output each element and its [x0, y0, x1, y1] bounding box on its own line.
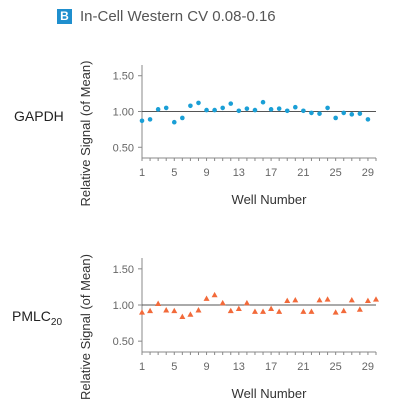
- chart-2-point-15: [251, 308, 258, 314]
- chart-1-point-22: [309, 110, 314, 116]
- chart-2-xtick-label-7: 29: [362, 361, 374, 373]
- chart-1-point-13: [236, 108, 242, 114]
- chart-1-point-14: [244, 106, 250, 111]
- chart-1-xtick-label-6: 25: [330, 167, 342, 179]
- chart-1-ytick-label-0: 0.50: [113, 142, 134, 154]
- panel-badge: B: [57, 8, 72, 24]
- chart-1-point-29: [365, 117, 371, 122]
- chart-2-xtick-label-4: 17: [265, 361, 277, 373]
- chart-2-ytick-label-0: 0.50: [113, 336, 134, 348]
- chart-2-point-14: [243, 299, 250, 306]
- chart-2-point-11: [219, 299, 226, 306]
- chart-2-point-4: [163, 307, 170, 313]
- chart-2-point-12: [227, 307, 234, 314]
- chart-2-point-13: [235, 305, 242, 312]
- chart-2-xtick-label-2: 9: [203, 361, 209, 373]
- chart-2-point-1: [139, 309, 145, 315]
- chart-2-point-17: [268, 305, 275, 312]
- chart-1-point-3: [155, 107, 161, 112]
- chart-1-point-27: [349, 112, 355, 117]
- chart-1-xtick-label-2: 9: [203, 167, 209, 179]
- chart-1-xtick-label-5: 21: [297, 167, 309, 179]
- chart-2-point-8: [195, 307, 202, 313]
- chart-1-point-24: [325, 105, 330, 111]
- chart-1-xtick-label-7: 29: [362, 167, 374, 179]
- chart-2-point-10: [211, 291, 218, 298]
- chart-1-x-axis-label: Well Number: [232, 192, 308, 207]
- chart-1-point-25: [333, 115, 338, 121]
- chart-1-point-18: [276, 106, 282, 111]
- chart-2-xtick-label-0: 1: [139, 361, 145, 373]
- chart-2-point-23: [316, 296, 323, 303]
- chart-1-point-10: [212, 107, 217, 113]
- chart-2-point-30: [373, 296, 379, 302]
- chart-2-point-3: [155, 300, 162, 306]
- chart-2-point-22: [308, 308, 315, 314]
- chart-1-point-23: [317, 111, 322, 116]
- chart-1-ytick-label-2: 1.50: [113, 71, 134, 83]
- chart-2-point-16: [260, 308, 267, 314]
- chart-2-xtick-label-6: 25: [330, 361, 342, 373]
- row-label-pmlc: PMLC20: [12, 308, 62, 328]
- chart-1-point-11: [220, 105, 225, 111]
- chart-2-point-2: [147, 307, 154, 314]
- chart-2-point-5: [171, 307, 178, 314]
- chart-2-point-24: [324, 296, 331, 302]
- chart-2-point-21: [300, 308, 307, 314]
- chart-1-point-9: [204, 107, 209, 113]
- chart-1-point-6: [180, 115, 185, 121]
- chart-2-point-29: [364, 297, 371, 304]
- chart-1-xtick-label-4: 17: [265, 167, 277, 179]
- chart-1-point-16: [260, 99, 266, 105]
- chart-2-ytick-label-2: 1.50: [113, 264, 134, 276]
- chart-2-point-6: [179, 313, 186, 319]
- chart-2-point-27: [348, 296, 355, 303]
- chart-2-ytick-label-1: 1.00: [113, 300, 134, 312]
- chart-1-ytick-label-1: 1.00: [113, 107, 134, 119]
- chart-1-point-2: [147, 117, 153, 122]
- row-label-gapdh-text: GAPDH: [14, 108, 64, 124]
- figure-title: In-Cell Western CV 0.08-0.16: [80, 7, 276, 25]
- row-label-pmlc-subscript: 20: [50, 316, 63, 328]
- chart-2-point-25: [332, 309, 339, 315]
- chart-1-point-26: [341, 110, 347, 116]
- chart-1-xtick-label-3: 13: [233, 167, 245, 179]
- chart-2-xtick-label-3: 13: [233, 361, 245, 373]
- chart-2-xtick-label-5: 21: [297, 361, 309, 373]
- chart-1-xtick-label-0: 1: [139, 167, 145, 179]
- chart-2-point-19: [284, 297, 291, 304]
- chart-1-point-21: [301, 108, 306, 114]
- chart-1-point-12: [228, 101, 234, 106]
- chart-1-point-8: [196, 100, 201, 106]
- chart-2-point-28: [356, 306, 363, 312]
- chart-2-point-7: [187, 311, 194, 317]
- chart-1-xtick-label-1: 5: [171, 167, 177, 179]
- chart-2-point-26: [340, 307, 347, 314]
- chart-1-point-1: [139, 118, 145, 124]
- chart-1-point-19: [284, 108, 290, 114]
- chart-1-point-28: [357, 111, 363, 116]
- chart-2-xtick-label-1: 5: [171, 361, 177, 373]
- chart-1-point-7: [188, 103, 193, 109]
- figure-header: B In-Cell Western CV 0.08-0.16: [57, 6, 276, 26]
- chart-2-x-axis-label: Well Number: [232, 386, 308, 401]
- chart-1-y-axis-label: Relative Signal (of Mean): [78, 61, 93, 207]
- chart-1-point-4: [163, 105, 169, 111]
- row-label-gapdh: GAPDH: [14, 108, 64, 124]
- chart-2-y-axis-label: Relative Signal (of Mean): [78, 254, 93, 400]
- chart-2-point-18: [276, 308, 283, 314]
- chart-1-point-5: [171, 119, 177, 125]
- chart-2-point-20: [292, 296, 299, 303]
- chart-2-point-9: [203, 295, 210, 301]
- chart-1-point-17: [268, 107, 274, 112]
- chart-1-point-15: [252, 107, 258, 113]
- row-label-pmlc-text: PMLC: [12, 308, 51, 324]
- chart-1-point-20: [293, 104, 298, 110]
